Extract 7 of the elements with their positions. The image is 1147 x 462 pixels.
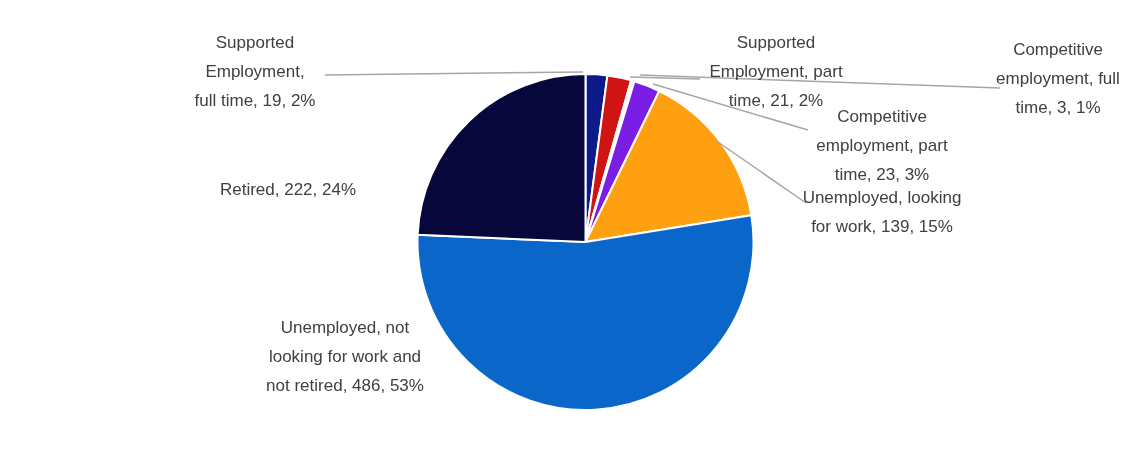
slice-label: Supported Employment, part time, 21, 2% bbox=[709, 33, 843, 110]
slice-label: Competitive employment, full time, 3, 1% bbox=[996, 40, 1120, 117]
slice-label: Supported Employment, full time, 19, 2% bbox=[194, 33, 316, 110]
slice-label: Retired, 222, 24% bbox=[219, 180, 357, 199]
slice-label: Competitive employment, part time, 23, 3% bbox=[816, 107, 948, 184]
slice-label: Unemployed, not looking for work and not retired, 486, 53% bbox=[266, 318, 424, 395]
slice-label: Unemployed, looking for work, 139, 15% bbox=[802, 188, 962, 236]
